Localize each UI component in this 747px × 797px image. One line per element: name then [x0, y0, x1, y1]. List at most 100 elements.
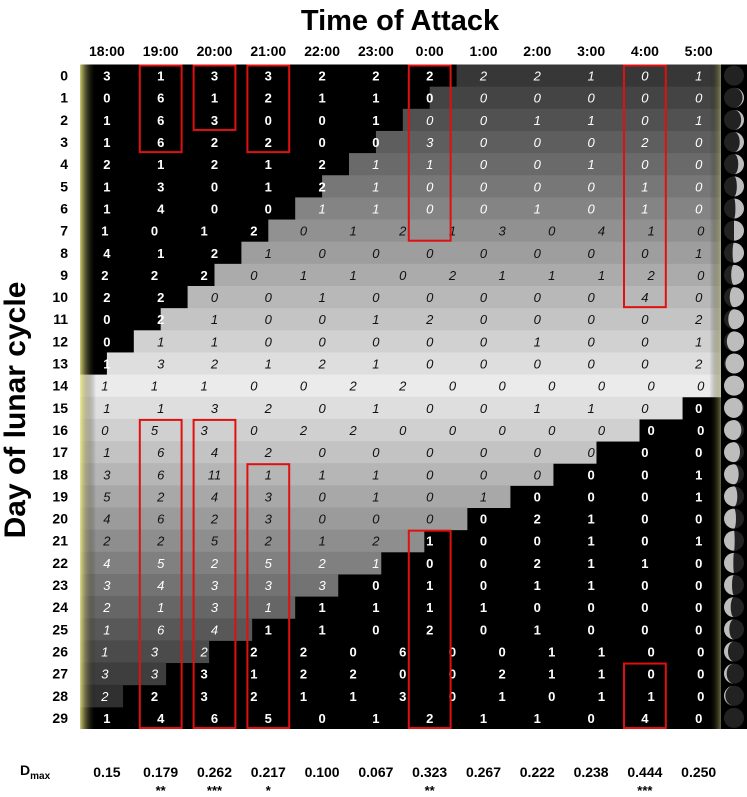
cell-value: 0 — [641, 401, 649, 416]
cell-value: 1 — [372, 91, 379, 106]
cell-value: 2 — [640, 135, 649, 150]
day-tick-label: 10 — [52, 289, 68, 305]
lit-cell-band — [133, 330, 726, 353]
highlight-box — [192, 64, 237, 131]
cell-value: 2 — [264, 445, 273, 460]
day-tick-label: 11 — [53, 311, 68, 327]
cell-value: 1 — [372, 312, 379, 327]
cell-value: 0 — [534, 157, 542, 172]
cell-value: 0 — [697, 268, 705, 283]
cell-value: 0 — [151, 224, 158, 239]
lit-cell-band — [80, 640, 210, 664]
cell-value: 0 — [265, 290, 273, 305]
cell-value: 2 — [101, 268, 108, 283]
moon-icon — [724, 109, 744, 130]
cell-value: 0 — [318, 334, 326, 349]
lit-cell-band — [80, 441, 597, 464]
highlight-box — [246, 64, 291, 154]
cell-value: 0 — [697, 644, 704, 659]
time-tick-label: 20:00 — [197, 43, 233, 59]
cell-value: 2 — [479, 69, 488, 84]
cell-value: 0 — [641, 622, 648, 637]
cell-value: 2 — [100, 689, 109, 704]
cell-value: 3 — [399, 689, 406, 704]
cell-value: 0 — [372, 135, 379, 150]
dusk-glow — [80, 64, 96, 729]
lit-cell-band — [80, 374, 726, 398]
cell-value: 2 — [151, 689, 158, 704]
cell-value: 1 — [587, 69, 594, 84]
cell-value: 0 — [318, 401, 326, 416]
cell-value: 2 — [448, 268, 457, 283]
day-tick-label: 8 — [60, 245, 68, 261]
cell-value: 2 — [265, 135, 272, 150]
cell-value: 1 — [534, 401, 541, 416]
significance-mark: ** — [425, 783, 436, 797]
cell-value: 1 — [372, 201, 379, 216]
cell-value: 1 — [103, 711, 110, 726]
cell-value: 1 — [157, 246, 164, 261]
cell-value: 1 — [103, 357, 110, 372]
cell-value: 2 — [211, 246, 218, 261]
cell-value: 0 — [426, 489, 434, 504]
cell-value: 1 — [103, 445, 110, 460]
cell-value: 0 — [695, 401, 702, 416]
moon-phase-strip — [721, 64, 747, 729]
cell-value: 2 — [398, 224, 407, 239]
cell-value: 0 — [695, 91, 703, 106]
cell-value: 1 — [211, 91, 218, 106]
time-tick-label: 23:00 — [358, 43, 394, 59]
lit-band — [80, 64, 726, 708]
lit-cell-band — [80, 551, 382, 575]
cell-value: 0 — [598, 379, 606, 394]
time-tick-label: 5:00 — [685, 43, 713, 59]
cell-value: 5 — [265, 711, 272, 726]
cell-value: 0 — [695, 578, 702, 593]
chart-title: Time of Attack — [300, 5, 500, 37]
cell-value: 0 — [250, 268, 258, 283]
cell-value: 1 — [534, 711, 541, 726]
cell-value: 0 — [587, 91, 595, 106]
moon-lit-part — [734, 198, 744, 219]
day-tick-label: 3 — [60, 134, 68, 150]
cell-value: 2 — [157, 290, 164, 305]
cell-value: 0 — [399, 423, 407, 438]
day-tick-label: 18 — [52, 466, 68, 482]
cell-value: 4 — [211, 489, 218, 504]
cell-value: 0 — [587, 711, 594, 726]
cell-value: 1 — [598, 667, 605, 682]
cell-value: 0 — [480, 467, 488, 482]
dmax-value: 0.100 — [305, 764, 340, 780]
cell-value: 0 — [587, 179, 595, 194]
moon-lit-part — [734, 176, 744, 197]
cell-value: 0 — [587, 622, 594, 637]
dmax-value: 0.262 — [197, 764, 232, 780]
cell-value: 0 — [426, 357, 434, 372]
dmax-label-main: D — [20, 762, 31, 778]
cell-value: 3 — [265, 69, 272, 84]
moon-lit-part — [724, 619, 734, 640]
cell-value: 0 — [318, 512, 326, 527]
time-tick-label: 21:00 — [250, 43, 286, 59]
cell-value: 0 — [641, 578, 648, 593]
cell-value: 2 — [646, 268, 655, 283]
highlight-box — [623, 662, 667, 729]
cell-value: 0 — [695, 622, 702, 637]
cell-value: 0 — [534, 357, 542, 372]
lit-cell-band — [106, 352, 726, 376]
cell-value: 0 — [372, 290, 380, 305]
cell-value: 6 — [157, 113, 164, 128]
cell-value: 1 — [587, 113, 594, 128]
cell-value: 0 — [641, 467, 648, 482]
cell-value: 1 — [647, 689, 654, 704]
cell-value: 1 — [647, 224, 654, 239]
cell-value: 0 — [426, 556, 433, 571]
day-tick-label: 13 — [52, 356, 68, 372]
time-tick-label: 22:00 — [304, 43, 340, 59]
lit-cell-band — [80, 662, 167, 686]
cell-value: 11 — [208, 467, 222, 482]
cell-value: 1 — [534, 113, 541, 128]
cell-value: 0 — [480, 534, 487, 549]
time-tick-label: 4:00 — [631, 43, 659, 59]
cell-value: 0 — [426, 246, 434, 261]
